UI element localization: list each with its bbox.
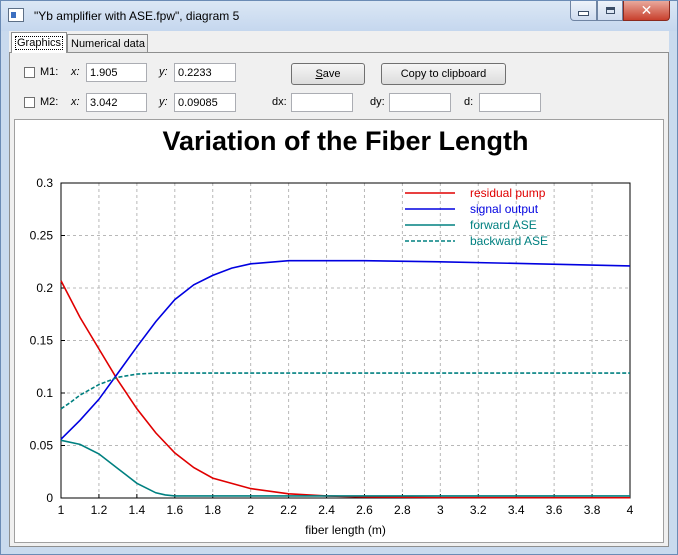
- series-line-residual-pump: [60, 280, 631, 499]
- x-tick-label: 1.2: [91, 503, 108, 517]
- x-tick-label: 1.8: [204, 503, 221, 517]
- m2-checkbox[interactable]: [24, 97, 35, 108]
- dy-field[interactable]: [389, 93, 451, 112]
- m2-x-field[interactable]: [86, 93, 147, 112]
- close-button[interactable]: ✕: [623, 1, 670, 21]
- series-line-signal-output: [60, 259, 631, 440]
- copy-to-clipboard-button[interactable]: Copy to clipboard: [381, 63, 506, 85]
- x-tick-label: 1.4: [129, 503, 146, 517]
- y-tick-label: 0.2: [36, 281, 53, 295]
- chart-title: Variation of the Fiber Length: [162, 126, 528, 156]
- y-tick-label: 0.1: [36, 386, 53, 400]
- m1-x-label: x:: [71, 66, 80, 78]
- dy-label: dy:: [370, 96, 385, 108]
- plot-frame: [60, 182, 631, 499]
- x-tick-label: 2.6: [356, 503, 373, 517]
- m2-y-label: y:: [159, 96, 168, 108]
- maximize-icon: [605, 7, 615, 14]
- x-tick-label: 2.2: [280, 503, 297, 517]
- series-line-backward-ASE: [60, 372, 630, 410]
- d-field[interactable]: [479, 93, 541, 112]
- m2-label: M2:: [40, 96, 59, 108]
- m1-y-label: y:: [159, 66, 168, 78]
- save-button-rest: ave: [322, 68, 341, 80]
- dx-field[interactable]: [291, 93, 353, 112]
- x-tick-label: 1: [58, 503, 65, 517]
- close-icon: ✕: [640, 2, 653, 19]
- x-tick-label: 3.4: [508, 503, 525, 517]
- y-tick-label: 0.15: [30, 334, 54, 348]
- app-icon[interactable]: [8, 8, 24, 22]
- x-tick-label: 2.4: [318, 503, 335, 517]
- x-tick-label: 2: [247, 503, 254, 517]
- save-button-accel: S: [315, 68, 323, 80]
- m1-y-field[interactable]: [174, 63, 236, 82]
- tab-numerical-data-label: Numerical data: [71, 38, 145, 50]
- dx-label: dx:: [272, 96, 287, 108]
- y-tick-label: 0.3: [36, 176, 53, 190]
- m2-y-field[interactable]: [174, 93, 236, 112]
- x-tick-label: 4: [627, 503, 634, 517]
- y-tick-label: 0.05: [30, 439, 54, 453]
- legend-label: forward ASE: [470, 218, 537, 232]
- title-bar[interactable]: "Yb amplifier with ASE.fpw", diagram 5 ✕: [1, 1, 677, 31]
- y-tick-label: 0.25: [30, 229, 54, 243]
- tab-numerical-data[interactable]: Numerical data: [67, 34, 148, 53]
- x-tick-label: 3: [437, 503, 444, 517]
- maximize-button[interactable]: [597, 1, 623, 21]
- x-tick-label: 2.8: [394, 503, 411, 517]
- series-line-forward-ASE: [60, 439, 630, 497]
- y-tick-label: 0: [46, 491, 53, 505]
- tab-graphics-label: Graphics: [15, 36, 64, 50]
- tab-graphics[interactable]: Graphics: [11, 32, 67, 53]
- legend-label: backward ASE: [470, 234, 548, 248]
- minimize-button[interactable]: [570, 1, 597, 21]
- m1-x-field[interactable]: [86, 63, 147, 82]
- plot-area[interactable]: Variation of the Fiber Length 1 1.2 1.4 1.6 1…: [14, 119, 664, 543]
- m2-x-label: x:: [71, 96, 80, 108]
- legend-label: signal output: [470, 202, 539, 216]
- legend-label: residual pump: [470, 186, 546, 200]
- minimize-icon: [578, 11, 589, 16]
- window-title: "Yb amplifier with ASE.fpw", diagram 5: [34, 9, 240, 23]
- x-axis-label: fiber length (m): [305, 523, 386, 537]
- x-tick-label: 3.8: [584, 503, 601, 517]
- m1-checkbox[interactable]: [24, 67, 35, 78]
- x-tick-label: 1.6: [166, 503, 183, 517]
- x-tick-label: 3.6: [546, 503, 563, 517]
- m1-label: M1:: [40, 66, 59, 78]
- x-tick-label: 3.2: [470, 503, 487, 517]
- line-chart[interactable]: Variation of the Fiber Length 1 1.2 1.4 1.6 1…: [15, 120, 663, 542]
- d-label: d:: [464, 96, 474, 108]
